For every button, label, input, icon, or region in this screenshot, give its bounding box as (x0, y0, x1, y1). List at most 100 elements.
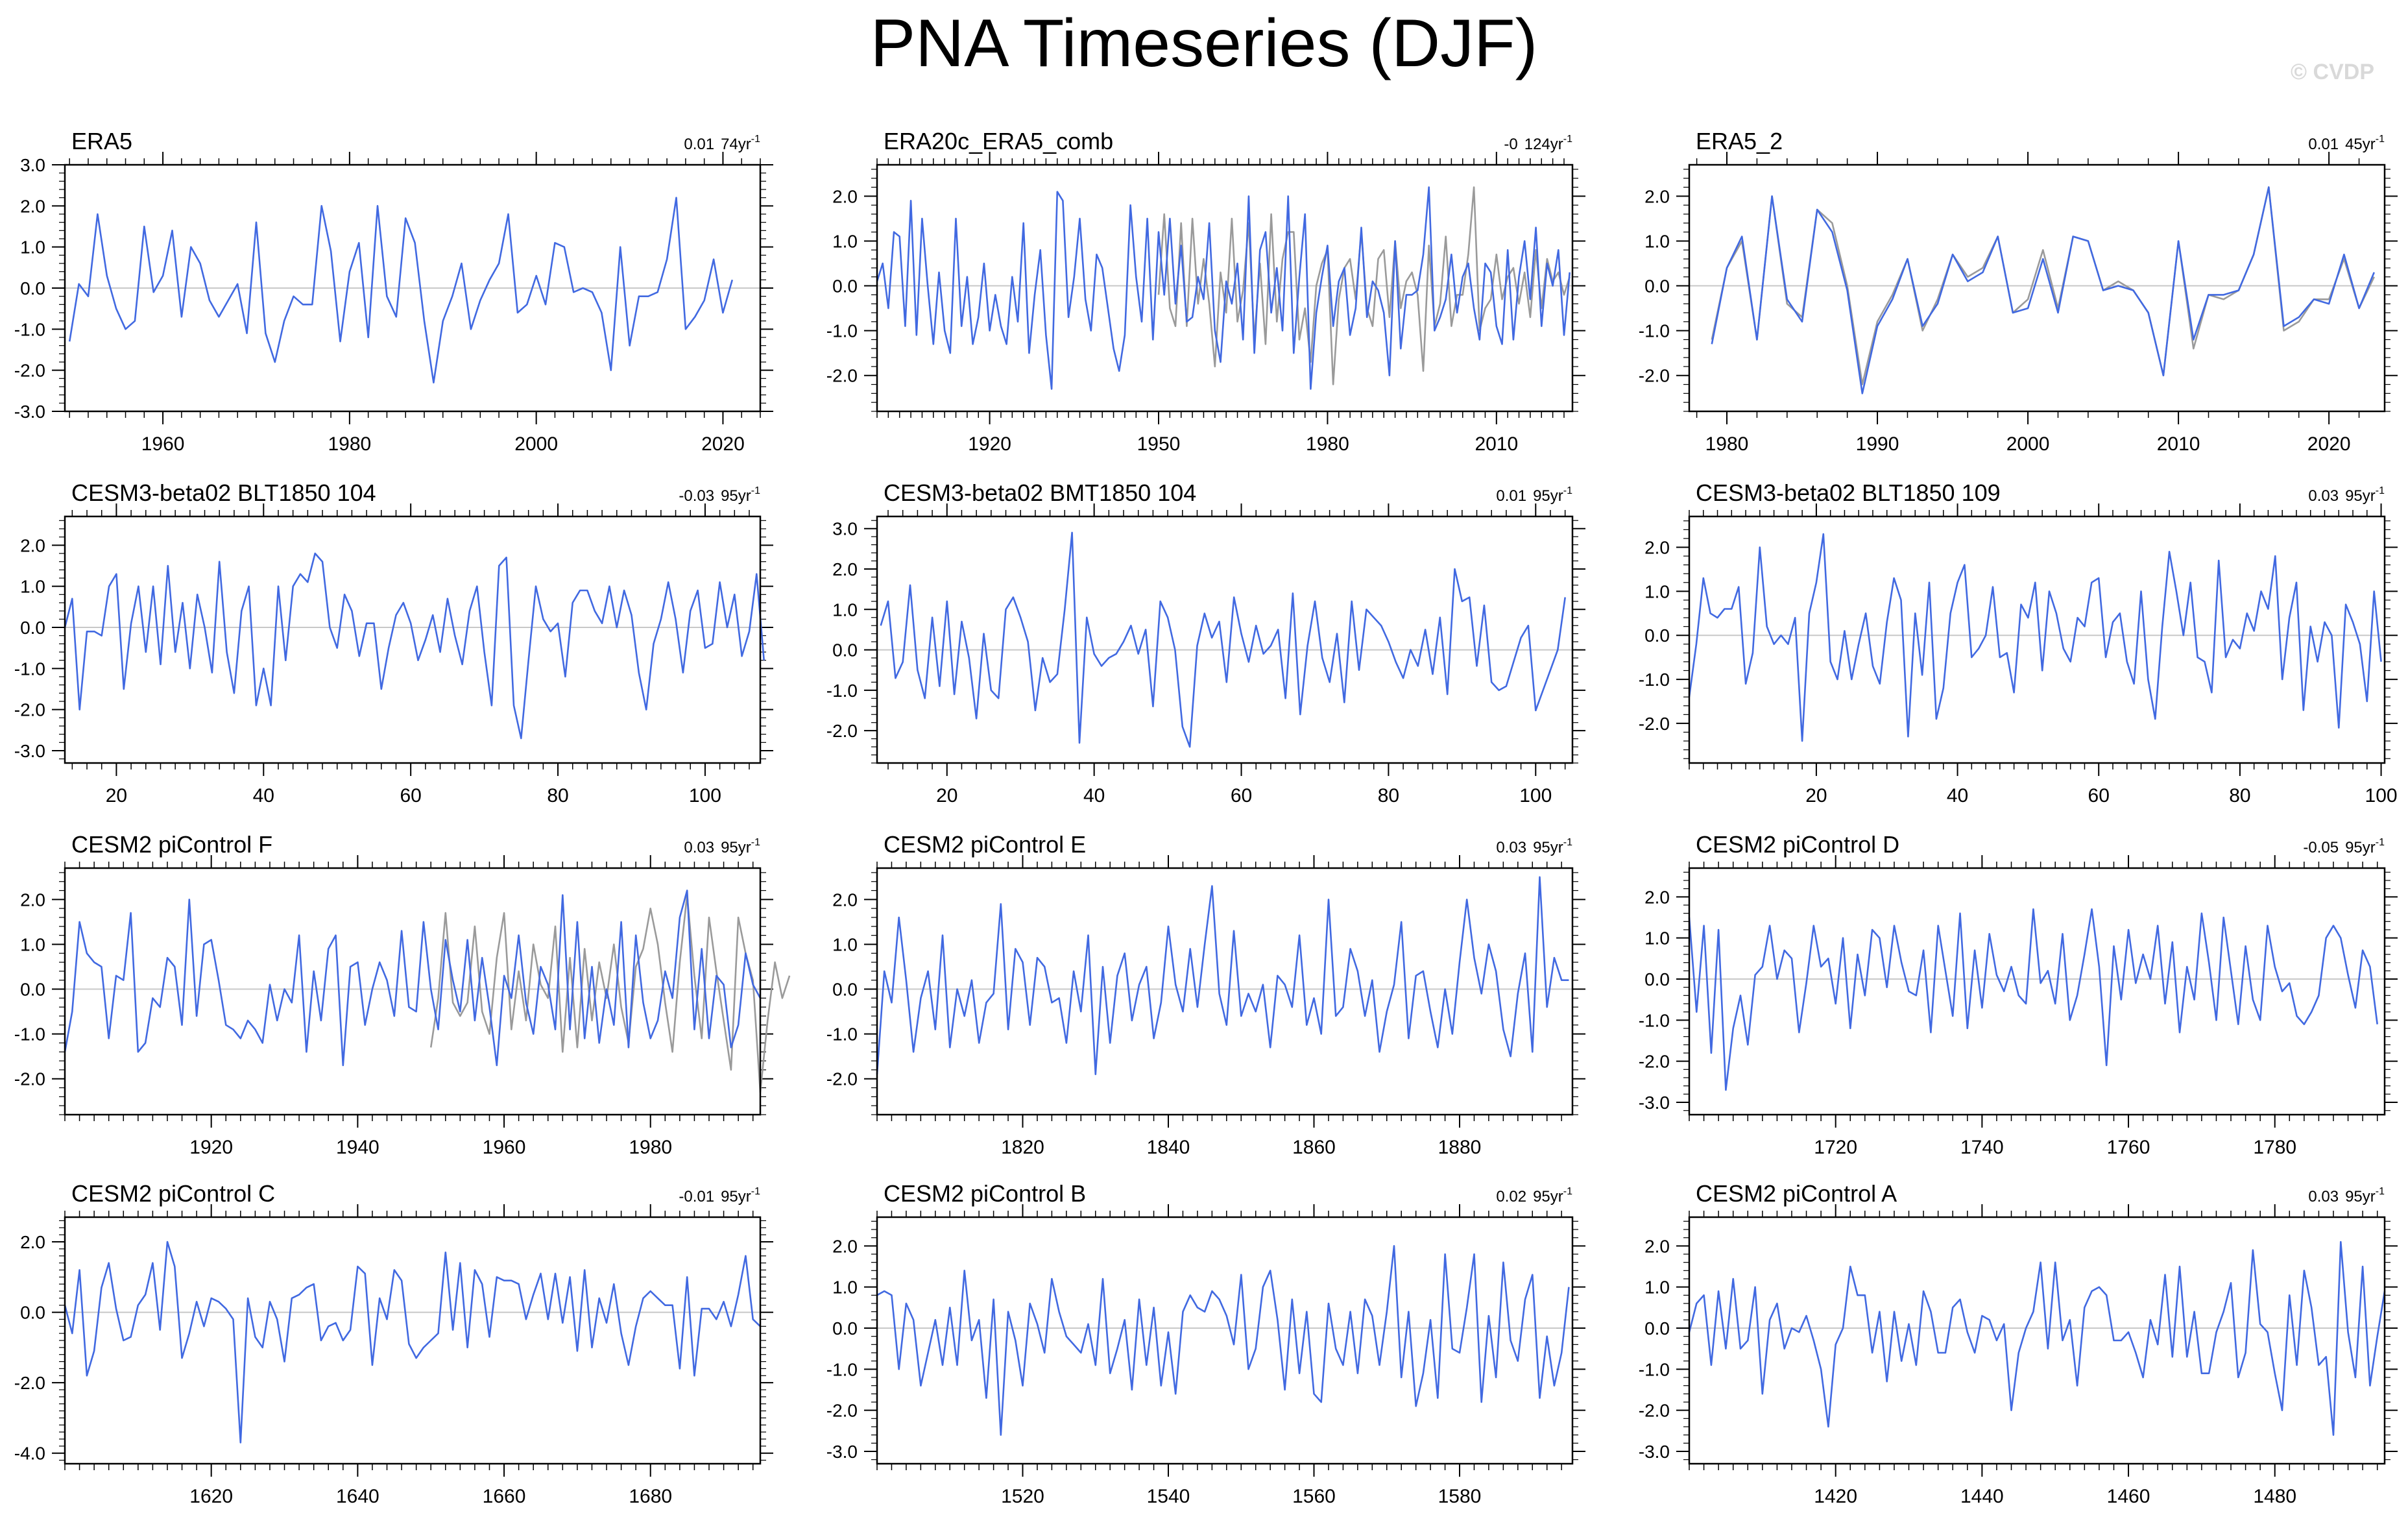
trend-exponent: -1 (1563, 134, 1572, 145)
x-tick-label: 2010 (2157, 433, 2200, 455)
page-title: PNA Timeseries (DJF) (870, 6, 1538, 81)
trend-exponent: -1 (2376, 134, 2385, 145)
trend-unit: 95yr (2345, 1188, 2376, 1205)
y-tick-label: -3.0 (14, 402, 45, 422)
trend-label: 0.03 95yr-1 (2308, 485, 2385, 505)
x-tick-label: 1960 (141, 433, 185, 455)
series-line (876, 1245, 1570, 1436)
y-tick-label: -2.0 (1639, 714, 1670, 734)
x-tick-label: 1980 (328, 433, 371, 455)
x-tick-label: 1680 (629, 1486, 672, 1507)
y-tick-label: -2.0 (14, 1069, 45, 1089)
y-tick-label: 1.0 (832, 600, 858, 620)
trend-value: 0.01 (2308, 136, 2339, 153)
series-line (64, 1241, 761, 1444)
plot-frame (64, 164, 762, 413)
trend-unit: 95yr (721, 1188, 751, 1205)
x-tick-label: 1920 (189, 1137, 233, 1158)
y-tick-label: 0.0 (832, 276, 858, 297)
x-tick-label: 1580 (1438, 1486, 1482, 1507)
x-tick-label: 1560 (1292, 1486, 1336, 1507)
trend-label: -0.05 95yr-1 (2303, 837, 2385, 856)
y-tick-label: 2.0 (832, 890, 858, 910)
panel-title: ERA5_2 (1696, 128, 1783, 154)
trend-exponent: -1 (2376, 1186, 2385, 1197)
y-tick-label: 0.0 (20, 618, 45, 638)
x-tick-label: 1520 (1001, 1486, 1044, 1507)
series-line (64, 890, 762, 1067)
panel-title: CESM2 piControl E (884, 831, 1086, 858)
trend-unit: 95yr (1533, 487, 1563, 505)
panel-11: CESM2 piControl B 0.02 95yr-1 1520 1540 1560 1… (826, 1180, 1585, 1507)
trend-exponent: -1 (1563, 837, 1572, 848)
y-tick-label: -2.0 (1639, 366, 1670, 386)
series-line (876, 876, 1569, 1076)
trend-value: 0.01 (1496, 487, 1526, 505)
trend-label: -0.03 95yr-1 (679, 485, 760, 505)
panel-12: CESM2 piControl A 0.03 95yr-1 1420 1440 1460 1… (1639, 1180, 2398, 1507)
trend-unit: 95yr (2345, 487, 2376, 505)
y-tick-label: 2.0 (20, 535, 45, 555)
panel-10: CESM2 piControl C -0.01 95yr-1 1620 1640 1660… (14, 1180, 773, 1507)
panel-8: CESM2 piControl E 0.03 95yr-1 1820 1840 1860 1… (826, 831, 1585, 1158)
x-tick-label: 1920 (968, 433, 1011, 455)
y-tick-label: -2.0 (826, 366, 858, 386)
x-tick-label: 60 (400, 785, 421, 806)
trend-unit: 95yr (2345, 839, 2376, 856)
trend-label: 0.01 45yr-1 (2308, 134, 2385, 153)
y-tick-label: -2.0 (1639, 1052, 1670, 1072)
y-tick-label: 1.0 (1644, 1278, 1670, 1298)
y-tick-label: -1.0 (14, 319, 45, 339)
x-tick-label: 20 (936, 785, 957, 806)
panel-9: CESM2 piControl D -0.05 95yr-1 1720 1740 1760… (1639, 831, 2398, 1158)
panel-title: ERA5 (71, 128, 132, 154)
trend-value: -0.05 (2303, 839, 2339, 856)
trend-label: 0.03 95yr-1 (2308, 1186, 2385, 1205)
trend-label: 0.01 74yr-1 (684, 134, 760, 153)
y-tick-label: -1.0 (826, 321, 858, 341)
trend-value: 0.02 (1496, 1188, 1526, 1205)
y-tick-label: 2.0 (20, 1232, 45, 1252)
y-tick-label: 2.0 (20, 196, 45, 216)
x-tick-label: 2010 (1475, 433, 1518, 455)
trend-unit: 95yr (1533, 839, 1563, 856)
y-tick-label: -2.0 (1639, 1401, 1670, 1421)
series-line (1688, 908, 2378, 1091)
y-tick-label: 0.0 (832, 1318, 858, 1338)
panel-title: CESM3-beta02 BLT1850 109 (1696, 479, 2001, 506)
x-tick-label: 80 (1378, 785, 1399, 806)
x-tick-label: 20 (106, 785, 127, 806)
panel-2: ERA20c_ERA5_comb -0 124yr-1 1920 1950 1980 201… (826, 128, 1585, 455)
panel-5: CESM3-beta02 BMT1850 104 0.01 95yr-1 20 40 60… (826, 479, 1585, 806)
y-tick-label: -3.0 (1639, 1093, 1670, 1113)
y-tick-label: 0.0 (1644, 969, 1670, 989)
x-tick-label: 1860 (1292, 1137, 1336, 1158)
trend-label: -0 124yr-1 (1504, 134, 1572, 153)
x-tick-label: 1820 (1001, 1137, 1044, 1158)
panel-title: CESM2 piControl C (71, 1180, 275, 1207)
trend-value: 0.03 (2308, 1188, 2339, 1205)
x-tick-label: 100 (689, 785, 721, 806)
panel-title: ERA20c_ERA5_comb (884, 128, 1113, 154)
x-tick-label: 1660 (483, 1486, 526, 1507)
series-line (880, 531, 1566, 748)
trend-unit: 95yr (1533, 1188, 1563, 1205)
y-tick-label: 2.0 (832, 1236, 858, 1256)
y-tick-label: 0.0 (20, 980, 45, 1000)
x-tick-label: 1760 (2107, 1137, 2150, 1158)
y-tick-label: 0.0 (1644, 625, 1670, 646)
trend-value: 0.03 (2308, 487, 2339, 505)
y-tick-label: 1.0 (1644, 231, 1670, 251)
x-tick-label: 1720 (1814, 1137, 1857, 1158)
series-line-reference (429, 894, 791, 1093)
panel-title: CESM3-beta02 BLT1850 104 (71, 479, 376, 506)
x-tick-label: 80 (2229, 785, 2250, 806)
y-tick-label: 1.0 (20, 577, 45, 597)
trend-exponent: -1 (1563, 485, 1572, 496)
trend-exponent: -1 (2376, 485, 2385, 496)
plot-frame (876, 515, 1574, 764)
plot-frame (64, 867, 762, 1116)
panel-title: CESM2 piControl F (71, 831, 272, 858)
panel-4: CESM3-beta02 BLT1850 104 -0.03 95yr-1 20 40 6… (14, 479, 773, 806)
